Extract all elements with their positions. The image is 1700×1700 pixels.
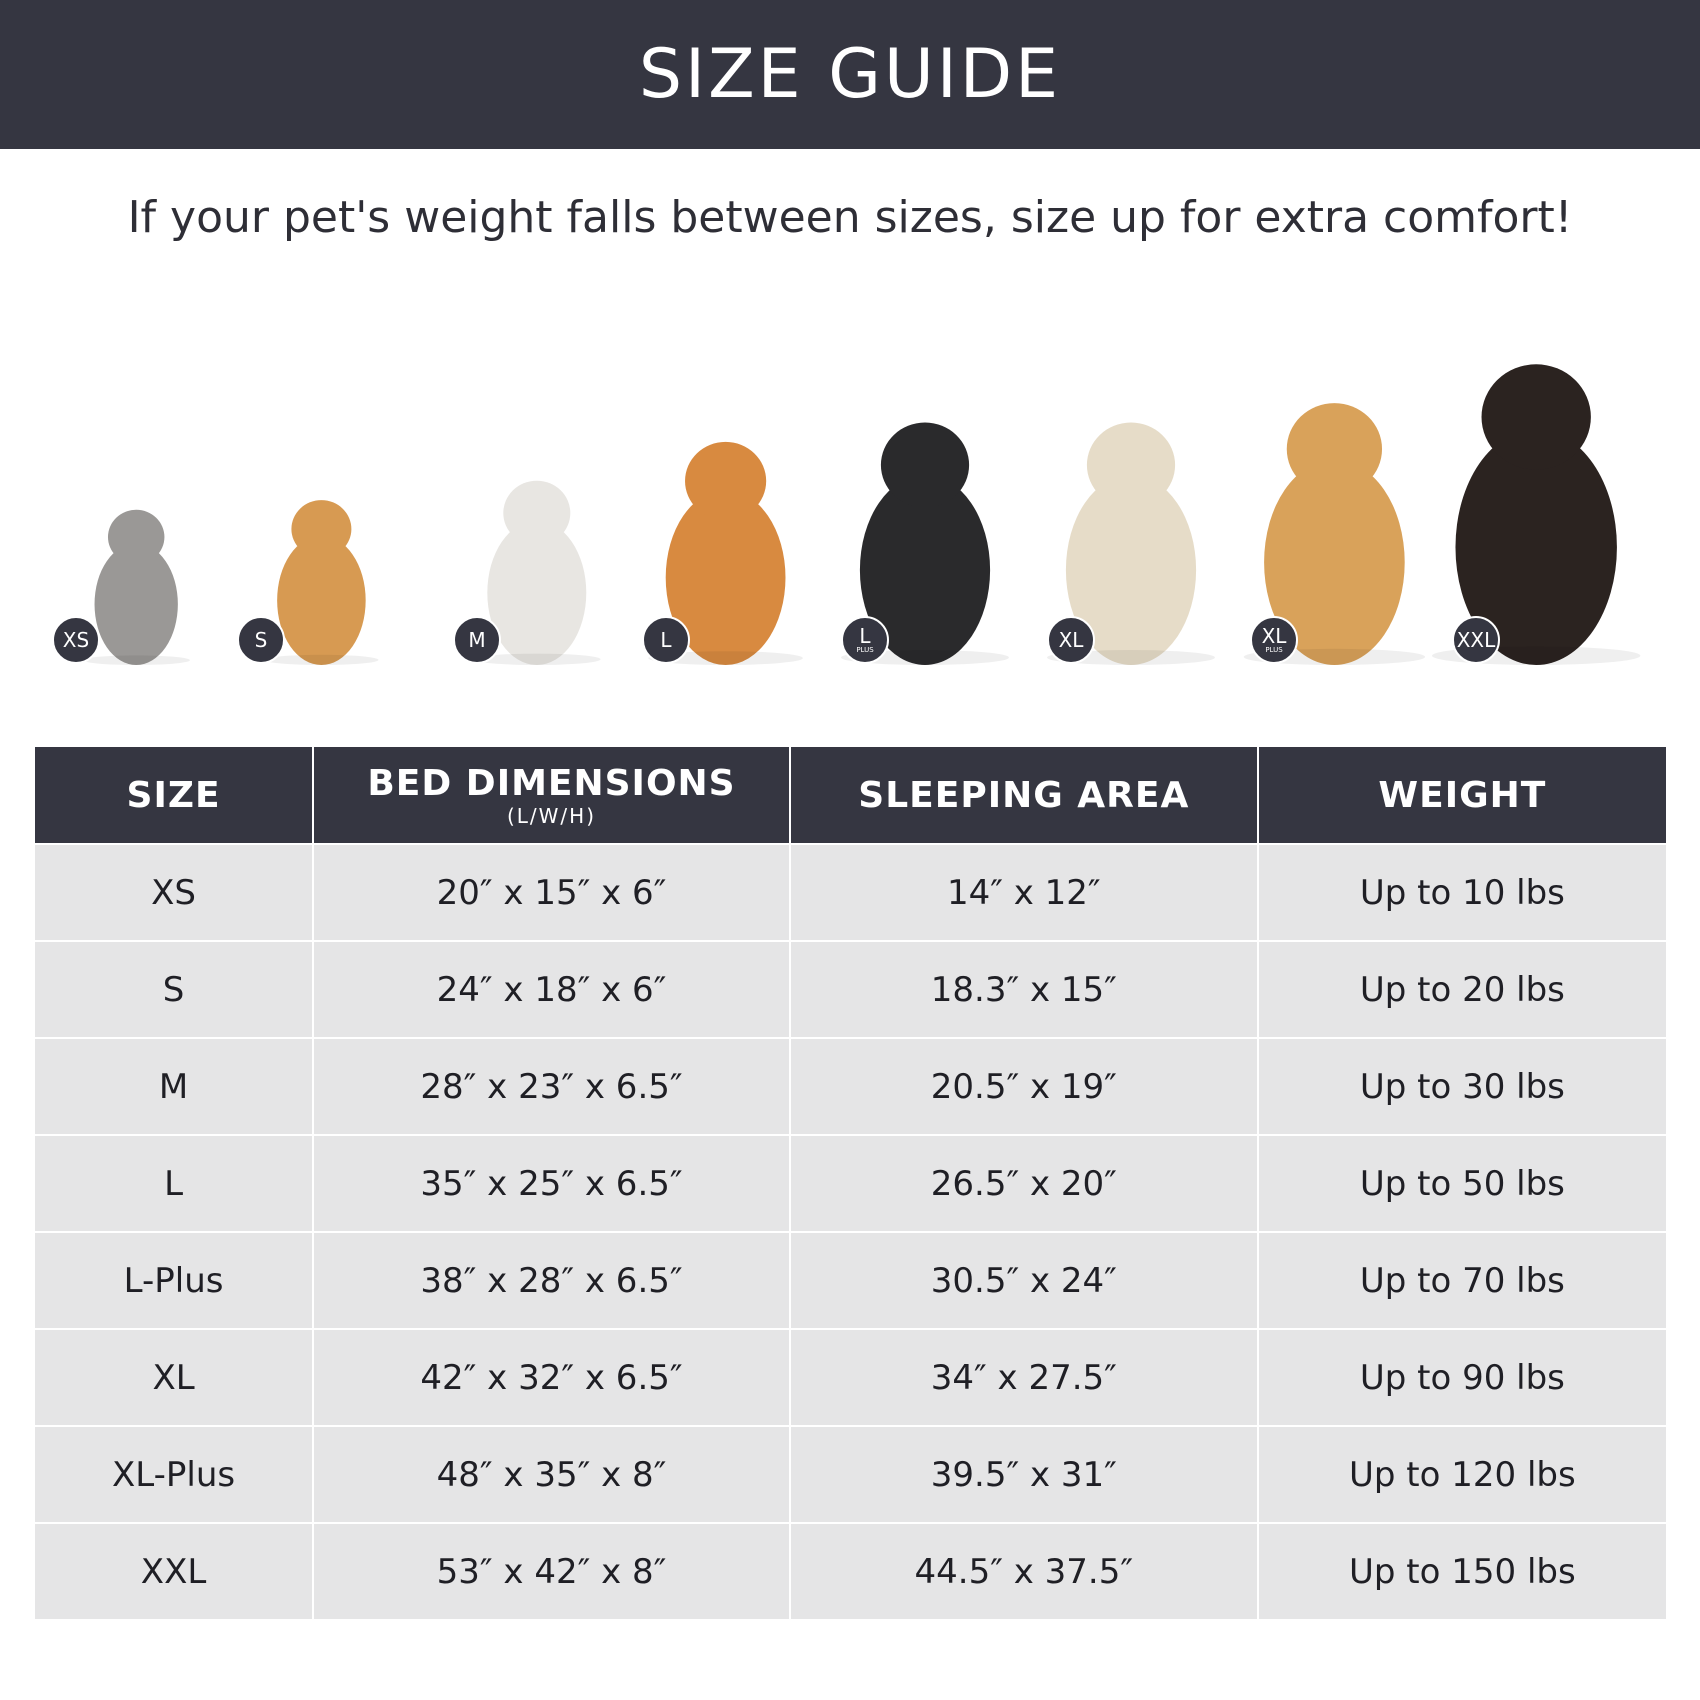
table-cell: XS [35,843,314,941]
table-row: M 28″ x 23″ x 6.5″ 20.5″ x 19″ Up to 30 lbs [35,1037,1666,1135]
table-cell: 20″ x 15″ x 6″ [312,843,790,941]
table-row: L-Plus 38″ x 28″ x 6.5″ 30.5″ x 24″ Up to 7… [35,1231,1666,1329]
size-badge: M [453,616,501,664]
size-badge: XL PLUS [1250,616,1298,664]
table-row: XS 20″ x 15″ x 6″ 14″ x 12″ Up to 10 lbs [35,843,1666,941]
table-cell: XXL [35,1522,314,1619]
badge-label: XS [62,628,90,652]
table-row: L 35″ x 25″ x 6.5″ 26.5″ x 20″ Up to 50 lbs [35,1134,1666,1232]
pet-silhouette-icon [841,422,1009,665]
table-cell: Up to 120 lbs [1256,1425,1666,1523]
table-cell: Up to 90 lbs [1256,1328,1666,1426]
column-header: SLEEPING AREA [788,747,1258,844]
column-header-label: BED DIMENSIONS [367,762,736,804]
badge-label: M [468,628,486,652]
table-row: XXL 53″ x 42″ x 8″ 44.5″ x 37.5″ Up to 150 … [35,1522,1666,1619]
table-cell: 48″ x 35″ x 8″ [312,1425,790,1523]
table-cell: 53″ x 42″ x 8″ [312,1522,790,1619]
table-header-row: SIZE BED DIMENSIONS (L/W/H) SLEEPING AREA WE… [35,747,1666,844]
table-cell: XL-Plus [35,1425,314,1523]
table-cell: 35″ x 25″ x 6.5″ [312,1134,790,1232]
table-cell: 28″ x 23″ x 6.5″ [312,1037,790,1135]
table-cell: L [35,1134,314,1232]
column-header-label: SIZE [126,774,221,816]
badge-label: L [859,624,871,648]
badge-label: L [660,628,672,652]
pet-silhouette-icon [1243,403,1425,665]
size-badge: XS [52,616,100,664]
table-cell: 38″ x 28″ x 6.5″ [312,1231,790,1329]
badge-plus-label: PLUS [856,646,874,654]
badge-plus-label: PLUS [1265,646,1283,654]
table-cell: 34″ x 27.5″ [788,1328,1258,1426]
column-header-label: WEIGHT [1378,774,1547,816]
table-cell: 14″ x 12″ [788,843,1258,941]
table-cell: L-Plus [35,1231,314,1329]
column-header: BED DIMENSIONS (L/W/H) [312,747,790,844]
pet-size-illustrations: XS S M L L PLUS XL XL PLUS XXL [0,340,1700,670]
header-banner: SIZE GUIDE [0,0,1700,149]
size-badge: L [642,616,690,664]
table-cell: Up to 20 lbs [1256,940,1666,1038]
size-badge: XXL [1452,616,1500,664]
table-cell: 42″ x 32″ x 6.5″ [312,1328,790,1426]
table-cell: 30.5″ x 24″ [788,1231,1258,1329]
table-cell: Up to 30 lbs [1256,1037,1666,1135]
size-badge: S [237,616,285,664]
table-cell: Up to 70 lbs [1256,1231,1666,1329]
badge-label: S [254,628,268,652]
pet-silhouette-icon [473,480,601,665]
table-cell: 24″ x 18″ x 6″ [312,940,790,1038]
table-cell: XL [35,1328,314,1426]
column-header: WEIGHT [1256,747,1666,844]
badge-label: XL [1261,624,1287,648]
column-header-label: SLEEPING AREA [858,774,1190,816]
table-row: XL-Plus 48″ x 35″ x 8″ 39.5″ x 31″ Up to 12… [35,1425,1666,1523]
pet-silhouette-icon [1047,422,1215,665]
table-row: XL 42″ x 32″ x 6.5″ 34″ x 27.5″ Up to 90 lb… [35,1328,1666,1426]
column-header: SIZE [35,747,314,844]
table-cell: Up to 50 lbs [1256,1134,1666,1232]
table-cell: Up to 150 lbs [1256,1522,1666,1619]
table-cell: 20.5″ x 19″ [788,1037,1258,1135]
table-row: S 24″ x 18″ x 6″ 18.3″ x 15″ Up to 20 lbs [35,940,1666,1038]
table-cell: Up to 10 lbs [1256,843,1666,941]
pet-silhouette-icon [82,509,190,665]
column-header-unit: (L/W/H) [506,803,597,828]
table-cell: 39.5″ x 31″ [788,1425,1258,1523]
pet-silhouette-icon [1431,364,1641,665]
badge-label: XXL [1456,628,1496,652]
size-badge: XL [1047,616,1095,664]
badge-label: XL [1058,628,1084,652]
table-cell: 26.5″ x 20″ [788,1134,1258,1232]
pet-silhouette-icon [263,500,379,665]
table-cell: M [35,1037,314,1135]
size-table: SIZE BED DIMENSIONS (L/W/H) SLEEPING AREA WE… [35,747,1666,1619]
table-cell: 18.3″ x 15″ [788,940,1258,1038]
page-title: SIZE GUIDE [638,35,1062,114]
subtitle: If your pet's weight falls between sizes… [127,192,1573,243]
table-cell: 44.5″ x 37.5″ [788,1522,1258,1619]
size-badge: L PLUS [841,616,889,664]
pet-silhouette-icon [648,441,804,665]
table-cell: S [35,940,314,1038]
